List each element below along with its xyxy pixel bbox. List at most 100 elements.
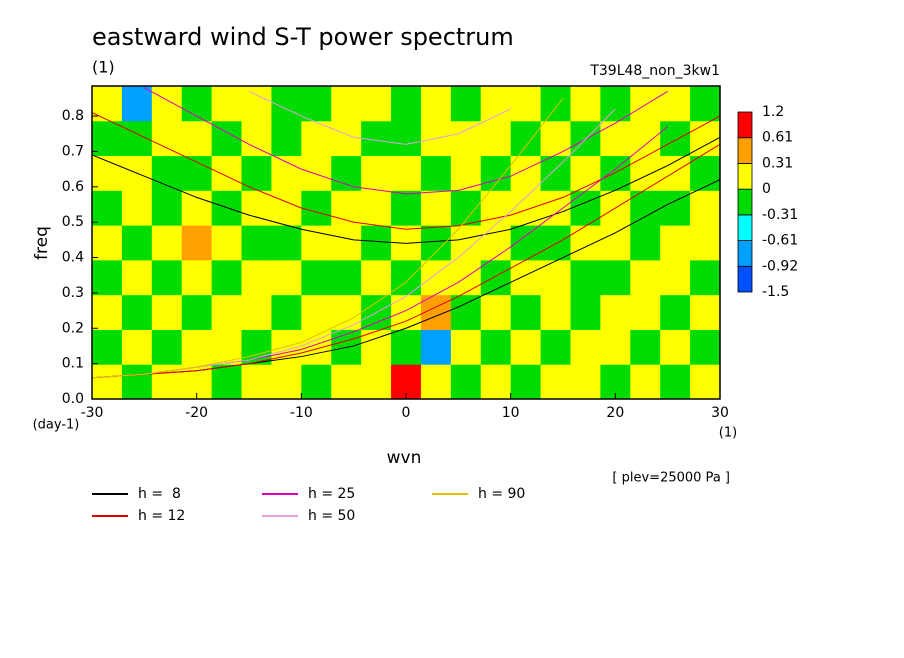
field-cell <box>450 225 482 261</box>
field-cell <box>361 86 392 122</box>
field-cell <box>450 86 482 122</box>
legend-label: h = 50 <box>308 508 355 524</box>
field-cell <box>361 259 392 296</box>
field-cell <box>241 294 272 330</box>
x-tick-label: 20 <box>606 405 624 421</box>
field-cell <box>660 86 691 122</box>
field-cell <box>121 225 153 261</box>
field-cell <box>211 259 243 296</box>
field-cell <box>301 364 332 400</box>
field-cell <box>211 155 243 191</box>
field-cell <box>600 120 631 157</box>
field-cell <box>181 190 213 226</box>
y-tick-label: 0.2 <box>62 320 84 336</box>
field-cell <box>211 364 243 400</box>
field-cell <box>121 329 153 365</box>
field-cell <box>301 190 332 226</box>
field-cell <box>241 86 272 122</box>
field-cell <box>630 329 661 365</box>
field-cell <box>420 225 452 261</box>
field-cell <box>660 225 691 261</box>
field-cell <box>450 329 482 365</box>
field-cell <box>121 259 153 296</box>
field-cell <box>480 364 512 400</box>
field-cell <box>540 259 571 296</box>
field-cell <box>600 86 631 122</box>
field-cell <box>690 364 721 400</box>
field-cell <box>420 329 452 365</box>
field-cell <box>331 364 362 400</box>
x-axis-label: wvn <box>387 448 422 468</box>
field-cell <box>211 86 243 122</box>
field-cell <box>301 155 332 191</box>
field-cell <box>271 120 302 157</box>
x-tick-label: -20 <box>185 405 208 421</box>
field-cell <box>181 225 213 261</box>
x-unit: (1) <box>719 426 737 441</box>
colorbar-label: -1.5 <box>762 284 789 300</box>
colorbar-label: -0.61 <box>762 233 798 249</box>
field-cell <box>391 190 422 226</box>
y-tick-label: 0.7 <box>62 143 84 159</box>
field-cell <box>361 120 392 157</box>
colorbar-label: -0.31 <box>762 207 798 223</box>
field-cell <box>510 329 542 365</box>
field-cell <box>480 329 512 365</box>
field-cell <box>391 155 422 191</box>
curves <box>91 87 721 379</box>
y-tick-label: 0.8 <box>62 108 84 124</box>
field-cell <box>181 155 213 191</box>
field-cell <box>690 294 721 330</box>
field-cell <box>660 120 691 157</box>
field-cell <box>480 294 512 330</box>
field-cell <box>301 86 332 122</box>
y-axis-label: freq <box>32 226 52 260</box>
dispersion-curve <box>248 90 511 145</box>
field-cell <box>151 86 183 122</box>
field-cell <box>540 294 571 330</box>
field-cell <box>271 294 302 330</box>
field-cell <box>510 86 542 122</box>
field-cell <box>301 225 332 261</box>
field-cell <box>510 294 542 330</box>
field-cell <box>121 294 153 330</box>
x-tick-label: -10 <box>290 405 313 421</box>
field-cell <box>600 294 631 330</box>
field <box>92 86 721 400</box>
dispersion-curve <box>91 136 721 244</box>
field-cell <box>660 294 691 330</box>
field-cell <box>540 155 571 191</box>
field-cell <box>331 259 362 296</box>
field-cell <box>540 120 571 157</box>
field-cell <box>420 259 452 296</box>
field-cell <box>271 259 302 296</box>
field-cell <box>630 294 661 330</box>
field-cell <box>510 155 542 191</box>
y-tick-label: 0.0 <box>62 391 84 407</box>
dispersion-curve <box>91 112 721 230</box>
field-cell <box>331 294 362 330</box>
field-cell <box>121 86 153 122</box>
field-cell <box>450 155 482 191</box>
x-tick-label: -30 <box>81 405 104 421</box>
field-cell <box>271 155 302 191</box>
field-cell <box>361 155 392 191</box>
field-cell <box>391 86 422 122</box>
legend-label: h = 25 <box>308 486 355 502</box>
field-cell <box>510 190 542 226</box>
field-cell <box>241 155 272 191</box>
field-cell <box>660 329 691 365</box>
field-cell <box>241 364 272 400</box>
field-cell <box>660 259 691 296</box>
dispersion-curve <box>91 98 564 379</box>
field-cell <box>92 225 123 261</box>
field-cell <box>630 364 661 400</box>
field-cell <box>331 225 362 261</box>
field-cell <box>241 120 272 157</box>
field-cell <box>151 190 183 226</box>
legend-label: h = 90 <box>478 486 525 502</box>
field-cell <box>540 86 571 122</box>
field-cell <box>271 86 302 122</box>
field-cell <box>181 120 213 157</box>
colorbar-box <box>737 265 753 293</box>
